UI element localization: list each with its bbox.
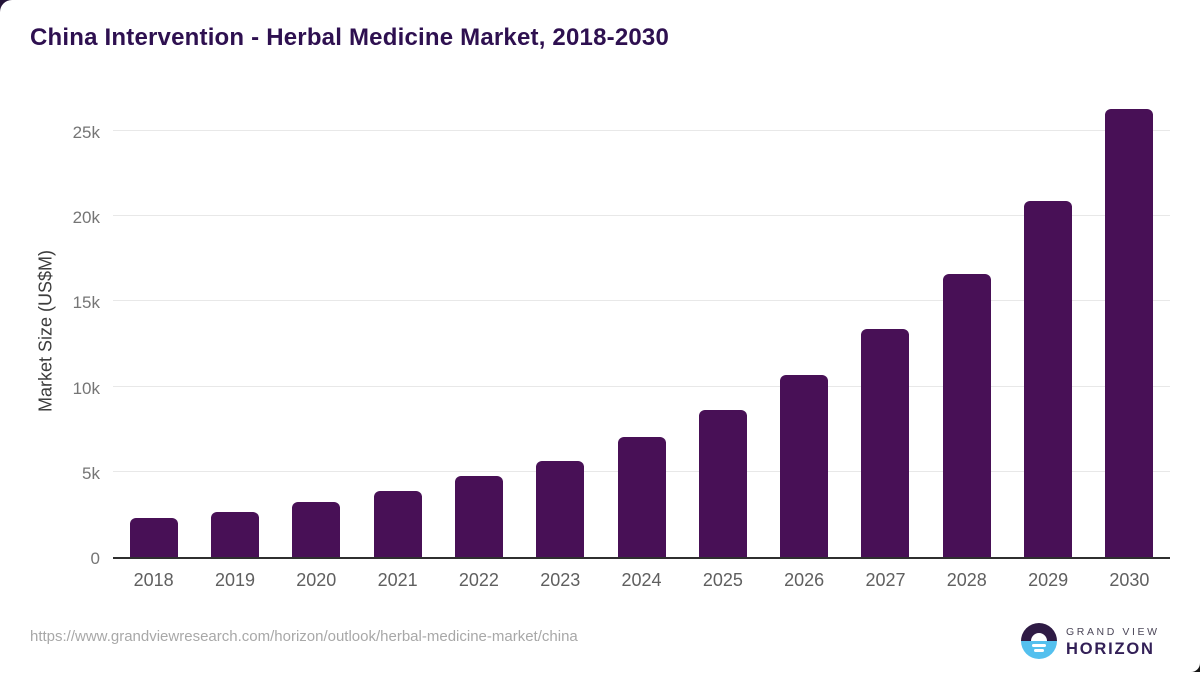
bar-slot bbox=[601, 436, 682, 557]
x-tick-label-2028: 2028 bbox=[946, 570, 987, 590]
x-tick-label-2024: 2024 bbox=[621, 570, 662, 590]
bar-2021 bbox=[373, 490, 422, 557]
gridline bbox=[113, 130, 1170, 131]
bar-2030 bbox=[1105, 108, 1154, 557]
sun-reflection-dash bbox=[1034, 649, 1044, 652]
bar-2027 bbox=[861, 328, 910, 557]
gridline bbox=[113, 385, 1170, 387]
bar-2025 bbox=[698, 409, 747, 557]
screen-corner-artifact-bottom-right bbox=[1182, 654, 1200, 672]
bar-2029 bbox=[1024, 200, 1073, 557]
y-tick-label: 25k bbox=[72, 123, 100, 142]
bar-series bbox=[113, 100, 1170, 557]
bar-slot bbox=[438, 476, 519, 557]
x-tick-label-2022: 2022 bbox=[458, 570, 499, 590]
x-axis-labels: 2018 2019 2020 2021 2022 2023 2024 2025 2026 2027… bbox=[113, 570, 1170, 591]
x-tick-label-2026: 2026 bbox=[784, 570, 825, 590]
bar-2026 bbox=[780, 374, 829, 557]
x-tick-label-2027: 2027 bbox=[865, 570, 906, 590]
screen-corner-artifact-top-left bbox=[0, 0, 24, 24]
x-tick-label-2018: 2018 bbox=[133, 570, 174, 590]
bar-slot bbox=[113, 517, 194, 557]
logo-wordmark: GRAND VIEW HORIZON bbox=[1066, 626, 1160, 659]
plot-area bbox=[113, 100, 1170, 559]
horizon-sun-icon bbox=[1021, 623, 1057, 659]
bar-slot bbox=[520, 460, 601, 557]
y-tick-label: 20k bbox=[72, 208, 100, 228]
sun-reflection-dash bbox=[1032, 644, 1046, 647]
gridline bbox=[113, 300, 1170, 302]
bar-slot bbox=[845, 328, 926, 557]
bar-2024 bbox=[617, 436, 666, 557]
bar-slot bbox=[926, 274, 1007, 557]
x-tick-label-2023: 2023 bbox=[540, 570, 581, 590]
bar-slot bbox=[357, 490, 438, 557]
x-tick-label-2019: 2019 bbox=[214, 570, 255, 590]
y-tick-label: 10k bbox=[72, 378, 100, 398]
bar-2019 bbox=[210, 511, 259, 557]
bar-slot bbox=[1007, 200, 1088, 557]
source-url-text: https://www.grandviewresearch.com/horizo… bbox=[30, 628, 578, 645]
logo-horizon-text: HORIZON bbox=[1066, 640, 1155, 658]
y-tick-label: 5k bbox=[82, 463, 100, 483]
x-tick-label-2029: 2029 bbox=[1028, 570, 1069, 590]
bar-slot bbox=[194, 511, 275, 557]
x-tick-label-2025: 2025 bbox=[702, 570, 743, 590]
gridline bbox=[113, 215, 1170, 217]
logo-grand-view-text: GRAND VIEW bbox=[1066, 626, 1160, 638]
bar-2023 bbox=[536, 460, 585, 557]
bar-2020 bbox=[292, 501, 341, 557]
y-tick-label: 0 bbox=[90, 549, 100, 568]
grand-view-horizon-logo: GRAND VIEW HORIZON bbox=[1021, 621, 1161, 667]
bar-slot bbox=[1089, 108, 1170, 557]
bar-slot bbox=[764, 374, 845, 557]
bar-2022 bbox=[454, 476, 503, 557]
bar-slot bbox=[276, 501, 357, 557]
chart-title: China Intervention - Herbal Medicine Mar… bbox=[30, 24, 670, 51]
x-tick-label-2020: 2020 bbox=[296, 570, 337, 590]
bar-2018 bbox=[129, 517, 178, 557]
y-axis-tick-labels: 0 5k 10k 15k 20k 25k bbox=[0, 100, 100, 568]
x-tick-label-2021: 2021 bbox=[377, 570, 418, 590]
bar-slot bbox=[682, 409, 763, 557]
bar-2028 bbox=[942, 274, 991, 557]
x-tick-label-2030: 2030 bbox=[1109, 570, 1150, 590]
y-tick-label: 15k bbox=[72, 293, 100, 313]
sun-shape bbox=[1031, 633, 1047, 641]
